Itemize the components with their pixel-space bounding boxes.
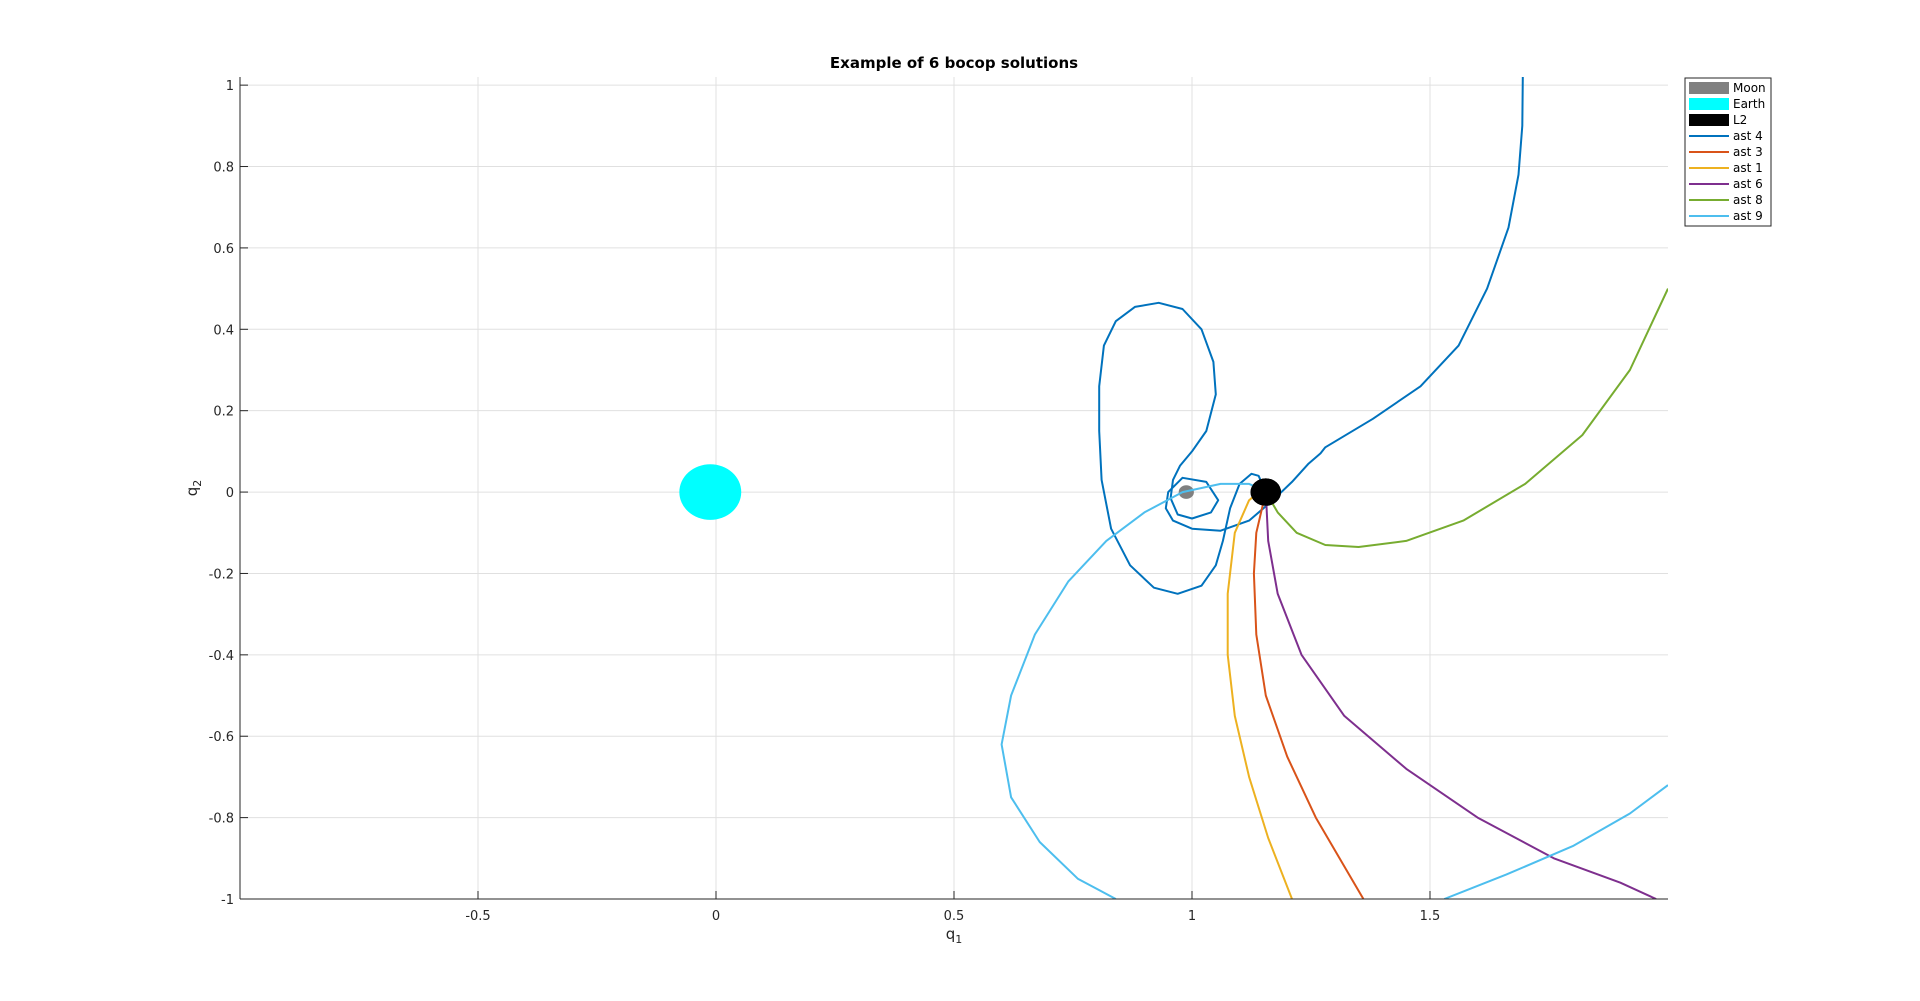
legend-swatch <box>1689 82 1729 94</box>
y-tick-label: -0.8 <box>209 812 234 827</box>
y-tick-label: 0.2 <box>213 405 234 420</box>
y-tick-label: 0.4 <box>213 323 234 338</box>
y-tick-label: -1 <box>221 893 234 908</box>
x-tick-label: 0 <box>712 909 720 924</box>
legend-entry-ast-9: ast 9 <box>1689 209 1763 223</box>
body-l2-overlay <box>1250 478 1282 506</box>
legend-entry-ast-8: ast 8 <box>1689 193 1763 207</box>
legend-entry-ast-4: ast 4 <box>1689 129 1763 143</box>
series-ast-9 <box>1000 482 1269 899</box>
y-tick-label: 0.6 <box>213 242 234 257</box>
plot-area: -0.5 0 0.5 1 1.5 -1 -0.8 -0.6 -0.4 -0.2 0 0.2 0.4 0.… <box>209 77 1668 924</box>
x-tick-label: 1.5 <box>1420 909 1441 924</box>
y-tick-label: -0.4 <box>209 649 234 664</box>
legend-entry-l2: L2 <box>1689 113 1747 127</box>
series-ast-1 <box>1226 487 1293 899</box>
series-ast-3 <box>1252 491 1365 899</box>
y-tick-label: 0.8 <box>213 161 234 176</box>
legend-swatch <box>1689 98 1729 110</box>
y-axis-label-main: q <box>183 487 201 497</box>
series-ast-6 <box>1264 492 1657 899</box>
x-axis-label-main: q <box>946 925 956 943</box>
y-tick-label: 1 <box>226 79 234 94</box>
chart-title: Example of 6 bocop solutions <box>830 54 1078 72</box>
x-tick-label: 1 <box>1188 909 1196 924</box>
legend-entry-ast-3: ast 3 <box>1689 145 1763 159</box>
legend-label: ast 9 <box>1733 209 1763 223</box>
legend-swatch <box>1689 114 1729 126</box>
legend-label: Earth <box>1733 97 1765 111</box>
x-tick-label: -0.5 <box>465 909 490 924</box>
axes-lines <box>239 77 1668 900</box>
series-ast-8 <box>1264 288 1668 548</box>
legend-label: ast 6 <box>1733 177 1763 191</box>
x-tick-label: 0.5 <box>944 909 965 924</box>
body-earth <box>679 464 742 520</box>
x-axis-label-sub: 1 <box>955 933 962 946</box>
legend: Moon Earth L2 ast 4 ast 3 ast 1 ast 6 ast 8 ast … <box>1684 77 1772 227</box>
y-tick-label: -0.6 <box>209 730 234 745</box>
legend-entry-earth: Earth <box>1689 97 1765 111</box>
legend-label: ast 8 <box>1733 193 1763 207</box>
series-ast-4 <box>1098 77 1524 595</box>
y-tick-labels: -1 -0.8 -0.6 -0.4 -0.2 0 0.2 0.4 0.6 0.8 1 <box>209 79 234 908</box>
legend-label: ast 1 <box>1733 161 1763 175</box>
legend-entry-moon: Moon <box>1689 81 1766 95</box>
legend-entry-ast-6: ast 6 <box>1689 177 1763 191</box>
y-tick-label: 0 <box>226 486 234 501</box>
legend-label: L2 <box>1733 113 1747 127</box>
y-axis-label-sub: 2 <box>191 480 204 487</box>
x-tick-labels: -0.5 0 0.5 1 1.5 <box>465 909 1440 924</box>
series-ast-9b <box>1443 784 1668 899</box>
y-tick-label: -0.2 <box>209 567 234 582</box>
legend-entry-ast-1: ast 1 <box>1689 161 1763 175</box>
legend-label: Moon <box>1733 81 1766 95</box>
x-axis-label: q1 <box>946 925 963 946</box>
series-group <box>1000 77 1668 899</box>
y-axis-label: q2 <box>183 480 204 497</box>
legend-label: ast 3 <box>1733 145 1763 159</box>
legend-label: ast 4 <box>1733 129 1763 143</box>
